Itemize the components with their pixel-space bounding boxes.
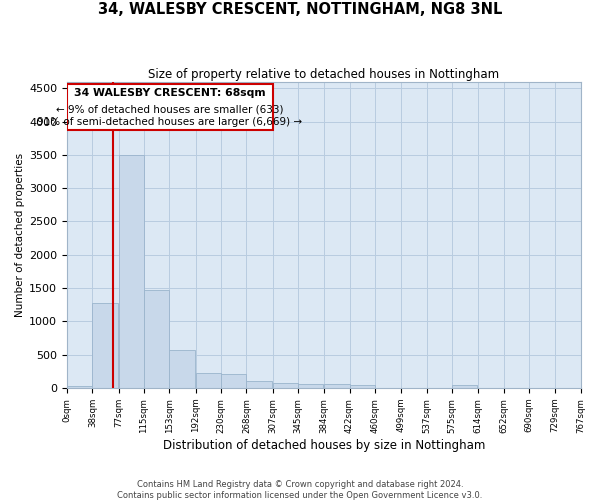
Text: ← 9% of detached houses are smaller (633): ← 9% of detached houses are smaller (633… [56, 104, 284, 115]
Bar [119, 155, 144, 388]
Bar [324, 384, 350, 388]
Text: Contains HM Land Registry data © Crown copyright and database right 2024.
Contai: Contains HM Land Registry data © Crown c… [118, 480, 482, 500]
Bar [350, 384, 375, 388]
Bar [298, 384, 323, 388]
Bar [169, 350, 195, 388]
Text: 34, WALESBY CRESCENT, NOTTINGHAM, NG8 3NL: 34, WALESBY CRESCENT, NOTTINGHAM, NG8 3N… [98, 2, 502, 18]
Bar [247, 380, 272, 388]
Title: Size of property relative to detached houses in Nottingham: Size of property relative to detached ho… [148, 68, 499, 80]
Bar [221, 374, 247, 388]
X-axis label: Distribution of detached houses by size in Nottingham: Distribution of detached houses by size … [163, 440, 485, 452]
Bar [92, 304, 118, 388]
Y-axis label: Number of detached properties: Number of detached properties [15, 153, 25, 317]
Bar [67, 386, 92, 388]
Bar [272, 382, 298, 388]
Text: 91% of semi-detached houses are larger (6,669) →: 91% of semi-detached houses are larger (… [37, 117, 302, 127]
Bar [144, 290, 169, 388]
Bar [67, 84, 272, 130]
Bar [452, 385, 478, 388]
Bar [196, 374, 221, 388]
Text: 34 WALESBY CRESCENT: 68sqm: 34 WALESBY CRESCENT: 68sqm [74, 88, 266, 98]
